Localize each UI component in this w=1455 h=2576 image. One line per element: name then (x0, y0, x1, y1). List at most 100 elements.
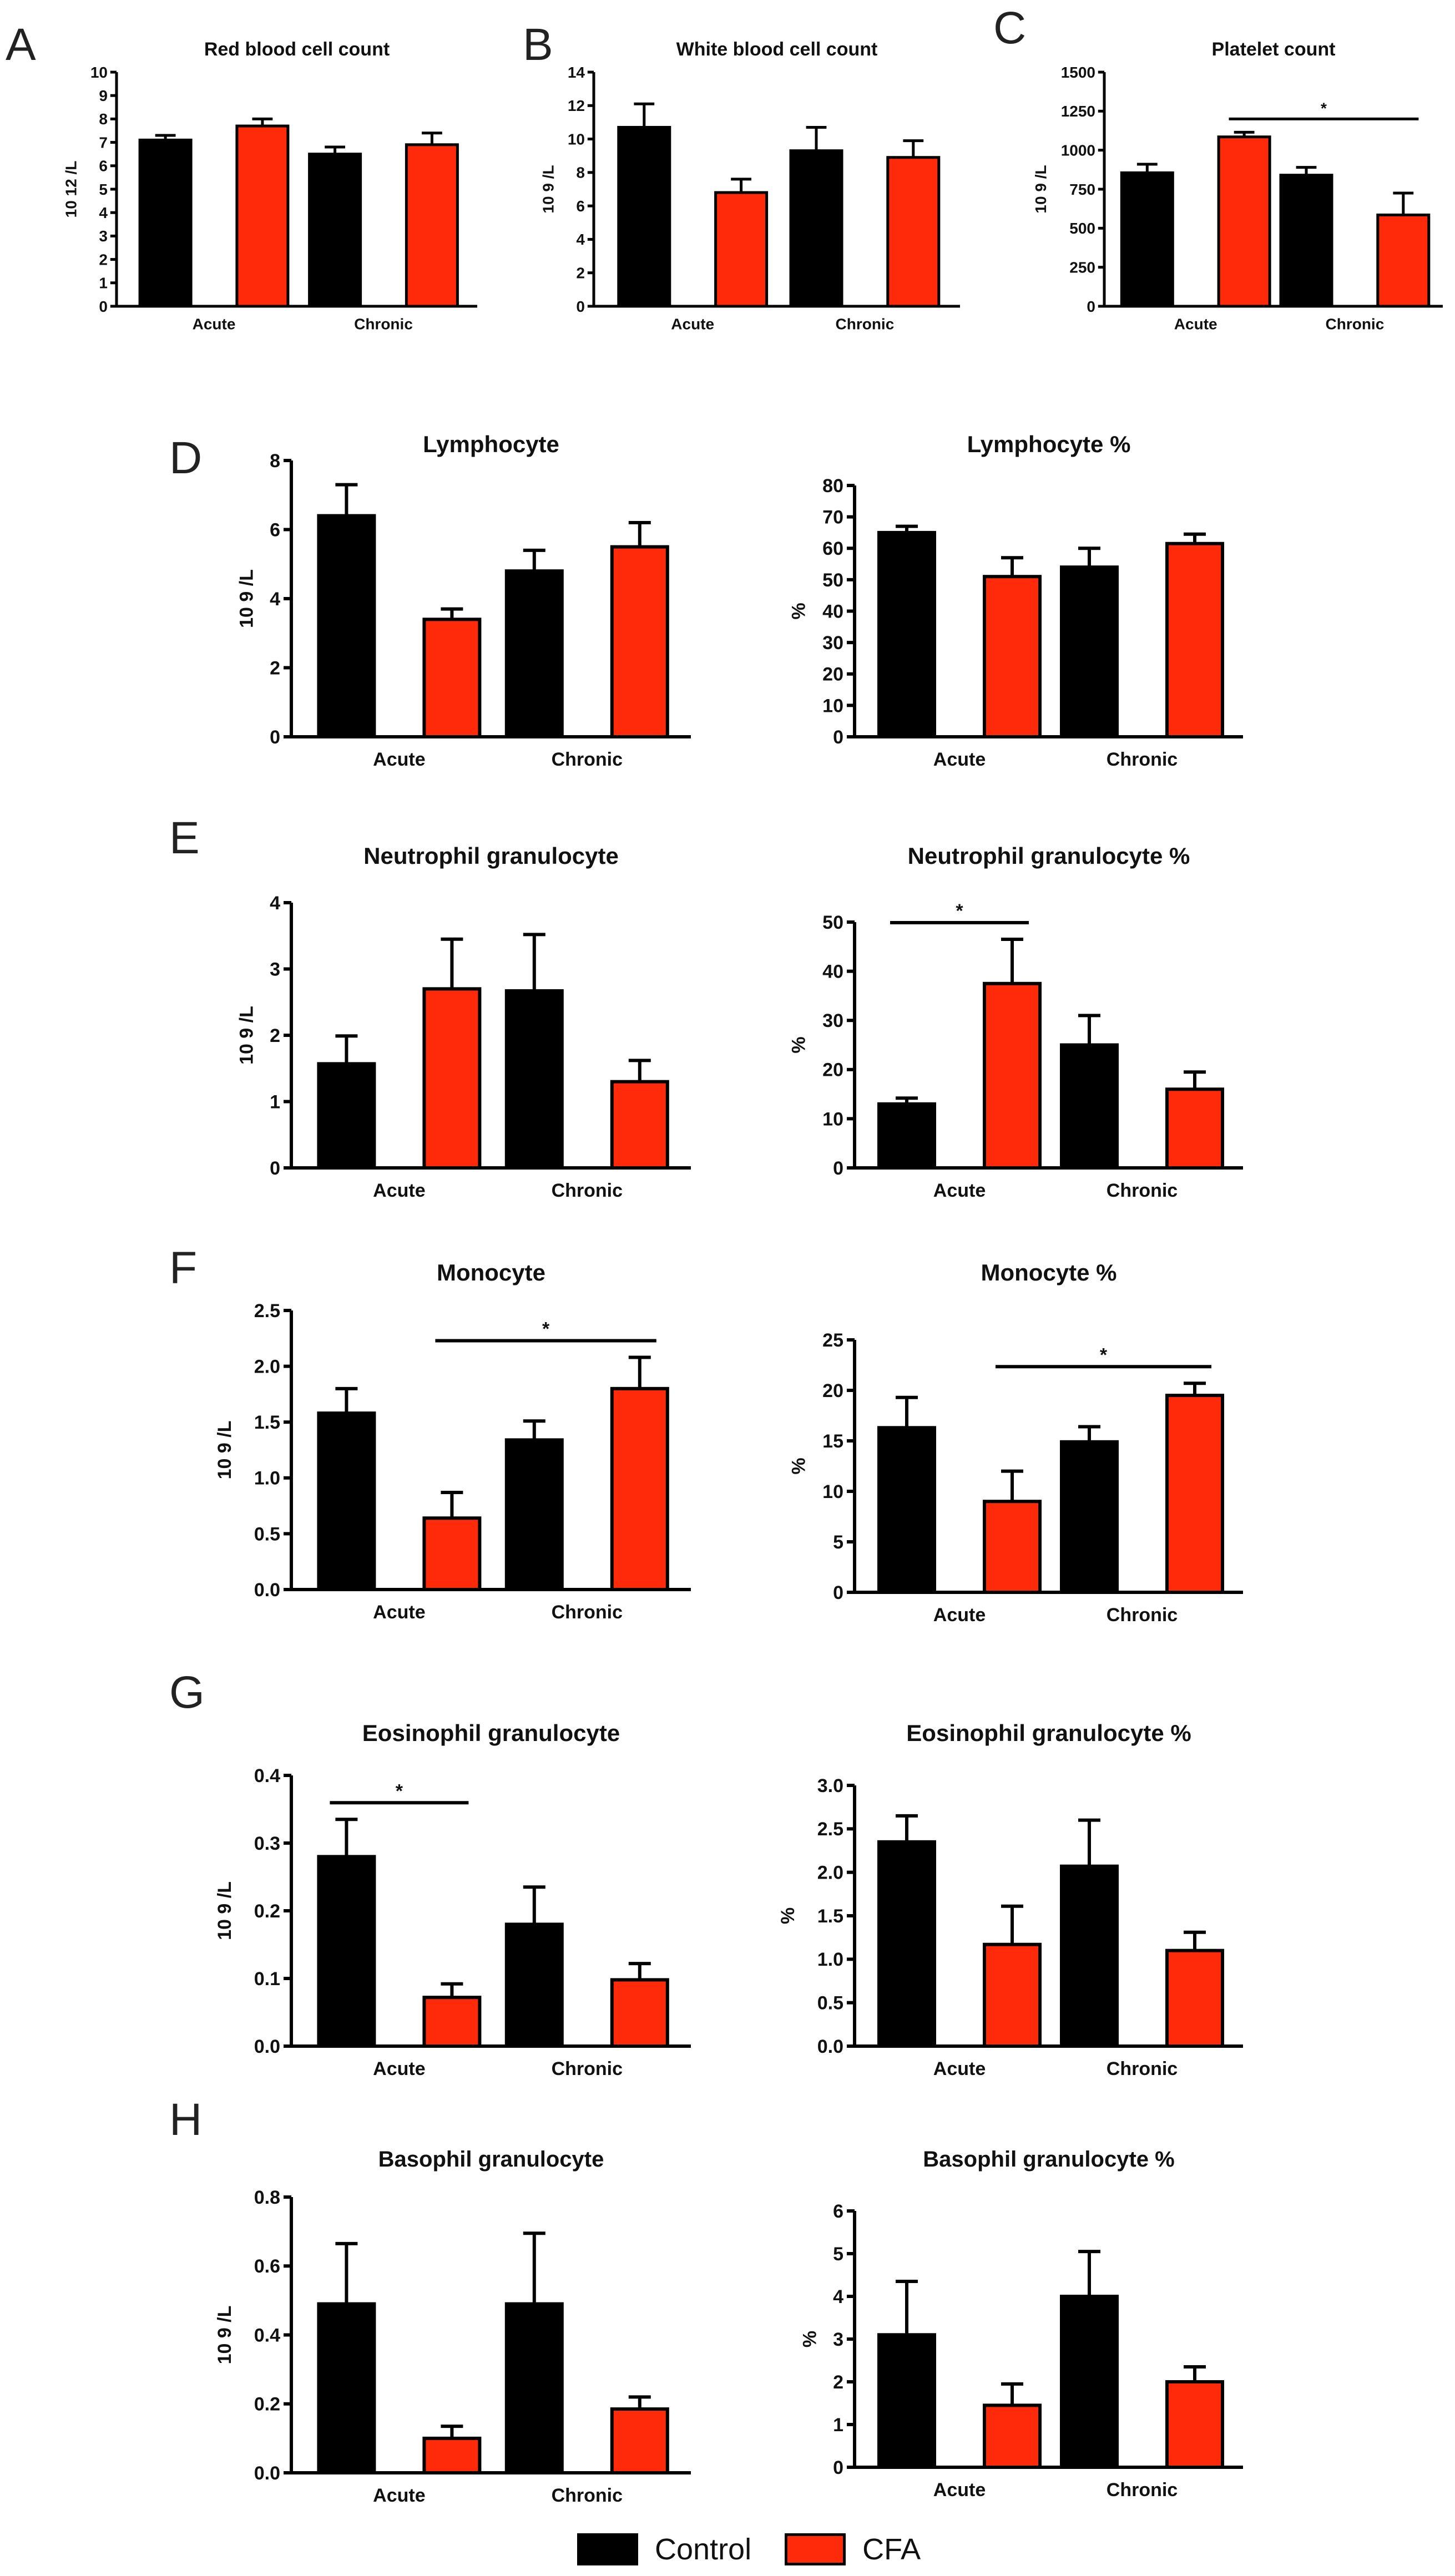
y-axis-label: 10 9 /L (236, 1006, 257, 1065)
bar-control-chronic (1060, 1864, 1119, 2048)
y-tick-label: 0.0 (817, 2036, 843, 2057)
y-tick-label: 0 (576, 298, 585, 315)
x-tick-label-acute: Acute (193, 316, 236, 333)
y-tick-label: 50 (822, 570, 843, 591)
bar-cfa-chronic (1376, 213, 1431, 308)
y-tick-label: 0.3 (254, 1833, 280, 1854)
y-axis-label: 10 9 /L (540, 165, 557, 213)
bar-control-chronic (1060, 565, 1119, 738)
y-axis-label: 10 9 /L (214, 2306, 235, 2365)
y-tick-label: 10 (568, 130, 585, 148)
bar-cfa-chronic (405, 143, 459, 308)
y-axis-label: % (789, 1036, 810, 1053)
y-tick-label: 20 (822, 1060, 843, 1081)
legend-swatch-control (577, 2533, 638, 2565)
x-tick-label-chronic: Chronic (354, 316, 413, 333)
bar-cfa-acute (983, 981, 1042, 1170)
chart-title: Eosinophil granulocyte % (906, 1720, 1191, 1746)
y-tick-label: 0.8 (254, 2187, 280, 2208)
chart-bas: Basophil granulocyte 0.0 0.2 0.4 0.6 0.8 Acute… (214, 2147, 691, 2506)
y-tick-label: 15 (822, 1431, 843, 1452)
y-tick-label: 4 (270, 893, 280, 914)
x-tick-label-acute: Acute (373, 1602, 425, 1623)
bar-control-acute (877, 1840, 936, 2048)
legend-item-cfa: CFA (785, 2532, 921, 2567)
y-tick-label: 0.2 (254, 2394, 280, 2415)
x-tick-label-chronic: Chronic (836, 316, 895, 333)
bar-control-acute (317, 2302, 376, 2474)
chart-title: Basophil granulocyte % (923, 2147, 1174, 2172)
y-axis-label: 10 12 /L (63, 161, 80, 218)
y-tick-label: 1.0 (254, 1468, 280, 1489)
y-tick-label: 2 (270, 657, 280, 679)
y-tick-label: 20 (822, 1380, 843, 1401)
bar-control-acute (877, 1102, 936, 1170)
x-tick-label-acute: Acute (933, 2058, 986, 2079)
chart-title: Lymphocyte (423, 431, 559, 457)
significance-star: * (1100, 1344, 1108, 1365)
legend-label-cfa: CFA (862, 2533, 921, 2566)
y-tick-label: 12 (568, 97, 585, 114)
bar-cfa-acute (422, 1996, 482, 2048)
bar-cfa-chronic (610, 545, 669, 738)
y-tick-label: 1 (99, 275, 108, 292)
y-tick-label: 2.0 (817, 1863, 843, 1884)
x-tick-label-chronic: Chronic (552, 749, 623, 770)
y-tick-label: 0 (833, 2457, 843, 2478)
bar-control-acute (317, 1411, 376, 1591)
panel-letter-a: A (6, 19, 36, 70)
bar-control-chronic (504, 1438, 564, 1592)
y-tick-label: 2 (270, 1025, 280, 1046)
chart-wbc: White blood cell count 0 2 4 6 8 10 12 14 Acute Ch… (540, 39, 960, 333)
y-tick-label: 8 (270, 451, 280, 472)
bar-control-acute (317, 514, 376, 738)
panel-letter-g: G (169, 1667, 205, 1718)
y-tick-label: 4 (576, 231, 585, 248)
legend-item-control: Control (577, 2532, 751, 2567)
y-axis-label: 10 9 /L (214, 1881, 235, 1940)
chart-neu: Neutrophil granulocyte 0 1 2 3 4 Acute Chronic 1… (236, 843, 691, 1201)
y-tick-label: 4 (270, 589, 280, 610)
y-axis-label: % (777, 1907, 799, 1924)
bar-control-chronic (504, 569, 564, 738)
y-tick-label: 10 (90, 64, 108, 81)
bar-control-acute (317, 1855, 376, 2048)
bar-cfa-chronic (610, 2407, 669, 2475)
y-tick-label: 6 (833, 2201, 843, 2222)
y-tick-label: 0.1 (254, 1968, 280, 1990)
x-tick-label-chronic: Chronic (552, 2058, 623, 2079)
x-tick-label-acute: Acute (373, 2485, 425, 2506)
y-tick-label: 25 (822, 1330, 843, 1351)
y-tick-label: 9 (99, 87, 108, 104)
significance-star: * (956, 900, 963, 922)
y-tick-label: 30 (822, 1010, 843, 1031)
y-tick-label: 7 (99, 134, 108, 151)
bar-cfa-acute (714, 191, 769, 308)
bar-control-acute (1120, 171, 1174, 308)
bar-cfa-chronic (886, 156, 941, 308)
y-tick-label: 2.5 (254, 1300, 280, 1322)
y-tick-label: 0 (833, 727, 843, 748)
y-tick-label: 2 (99, 251, 108, 268)
chart-mon: Monocyte 0.0 0.5 1.0 1.5 2.0 2.5 Acute Chronic 10… (214, 1259, 691, 1623)
bar-cfa-acute (422, 618, 482, 738)
y-tick-label: 40 (822, 601, 843, 622)
panel-letter-e: E (169, 813, 200, 863)
panel-letter-f: F (169, 1243, 198, 1293)
bar-control-chronic (1060, 1440, 1119, 1595)
bar-cfa-chronic (1165, 1949, 1224, 2048)
chart-monp: Monocyte % 0 5 10 15 20 25 Acute Chronic% * (789, 1259, 1243, 1626)
y-tick-label: 1 (833, 2415, 843, 2436)
y-tick-label: 4 (99, 204, 108, 221)
y-tick-label: 0.0 (254, 1580, 280, 1601)
bar-cfa-chronic (1165, 1394, 1224, 1595)
y-tick-label: 3 (833, 2329, 843, 2350)
bar-cfa-acute (983, 2403, 1042, 2469)
y-tick-label: 1.5 (817, 1906, 843, 1927)
bar-control-chronic (1279, 174, 1333, 308)
y-tick-label: 0 (1087, 298, 1095, 315)
bar-cfa-chronic (610, 1386, 669, 1592)
y-tick-label: 3.0 (817, 1775, 843, 1796)
y-tick-label: 1.0 (817, 1949, 843, 1970)
y-tick-label: 0 (270, 1158, 280, 1179)
